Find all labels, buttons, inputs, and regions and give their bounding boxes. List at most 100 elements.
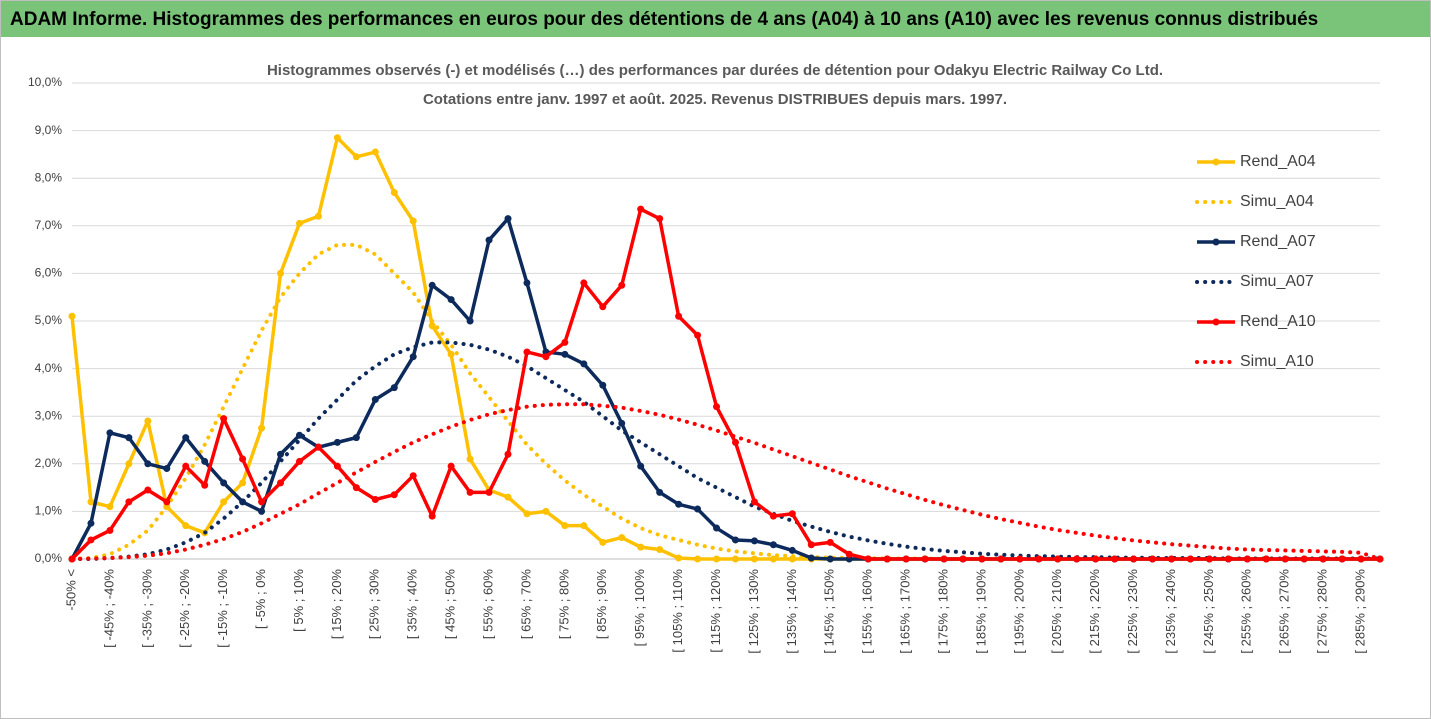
x-tick-label: [ 235% ; 240%: [1163, 569, 1178, 654]
data-point: [333, 462, 341, 470]
x-tick-label: -50% <: [63, 569, 78, 611]
data-point: [788, 510, 796, 518]
data-point: [447, 350, 455, 358]
series-line: [70, 402, 1382, 561]
y-tick-label: 1,0%: [35, 504, 63, 518]
x-tick-label: [ 185% ; 190%: [973, 569, 988, 654]
data-point: [352, 484, 360, 492]
header-bar: [1, 1, 1430, 37]
legend-label: Rend_A07: [1240, 233, 1316, 250]
x-tick-label: [ 205% ; 210%: [1049, 569, 1064, 654]
data-point: [428, 322, 436, 330]
data-point: [1224, 555, 1232, 563]
data-point: [314, 443, 322, 451]
data-point: [694, 555, 702, 563]
x-tick-label: [ 265% ; 270%: [1277, 569, 1292, 654]
data-point: [921, 555, 929, 563]
x-tick-label: [ 175% ; 180%: [935, 569, 950, 654]
data-point: [656, 215, 664, 223]
data-point: [750, 555, 758, 563]
data-point: [978, 555, 986, 563]
data-point: [580, 279, 588, 287]
data-point: [959, 555, 967, 563]
data-point: [826, 555, 834, 563]
data-point: [239, 455, 247, 463]
x-tick-label: [ 215% ; 220%: [1087, 569, 1102, 654]
data-point: [68, 312, 76, 320]
data-point: [618, 534, 626, 542]
x-tick-label: [ 25% ; 30%: [367, 569, 382, 640]
data-point: [618, 281, 626, 289]
x-tick-label: [ 155% ; 160%: [860, 569, 875, 654]
data-point: [902, 555, 910, 563]
data-point: [1130, 555, 1138, 563]
legend-label: Rend_A10: [1240, 313, 1316, 330]
data-point: [561, 338, 569, 346]
data-point: [694, 331, 702, 339]
data-point: [409, 472, 417, 480]
data-point: [731, 536, 739, 544]
y-tick-label: 4,0%: [35, 361, 63, 375]
legend-marker: [1212, 318, 1220, 326]
y-tick-label: 10,0%: [28, 75, 62, 89]
data-point: [125, 434, 133, 442]
x-tick-label: [ 55% ; 60%: [480, 569, 495, 640]
data-point: [1243, 555, 1251, 563]
chart-title: Histogrammes observés (-) et modélisés (…: [267, 62, 1163, 79]
data-point: [750, 537, 758, 545]
data-point: [504, 215, 512, 223]
data-point: [599, 381, 607, 389]
data-point: [182, 522, 190, 530]
data-point: [258, 507, 266, 515]
data-point: [997, 555, 1005, 563]
data-point: [447, 462, 455, 470]
x-tick-label: [ 85% ; 90%: [594, 569, 609, 640]
data-point: [769, 541, 777, 549]
data-point: [258, 498, 266, 506]
data-point: [125, 498, 133, 506]
x-tick-label: [ 245% ; 250%: [1201, 569, 1216, 654]
y-tick-label: 2,0%: [35, 456, 63, 470]
data-point: [713, 555, 721, 563]
data-point: [1262, 555, 1270, 563]
x-tick-label: [ 225% ; 230%: [1125, 569, 1140, 654]
x-tick-label: [ 275% ; 280%: [1315, 569, 1330, 654]
data-point: [940, 555, 948, 563]
data-point: [466, 455, 474, 463]
data-point: [182, 462, 190, 470]
data-point: [656, 545, 664, 553]
x-tick-label: [ 115% ; 120%: [708, 569, 723, 653]
data-point: [523, 279, 531, 287]
data-point: [277, 269, 285, 277]
y-tick-label: 3,0%: [35, 408, 63, 422]
data-point: [239, 479, 247, 487]
data-point: [504, 450, 512, 458]
data-point: [371, 496, 379, 503]
data-point: [277, 450, 285, 458]
data-point: [466, 488, 474, 496]
data-point: [731, 438, 739, 446]
x-tick-label: [ 125% ; 130%: [746, 569, 761, 654]
data-point: [1281, 555, 1289, 563]
x-tick-label: [ 15% ; 20%: [329, 569, 344, 640]
data-point: [618, 419, 626, 427]
x-tick-label: [ -25% ; -20%: [177, 569, 192, 648]
data-point: [713, 403, 721, 411]
x-tick-label: [ -35% ; -30%: [139, 569, 154, 648]
data-point: [258, 424, 266, 432]
data-point: [542, 353, 550, 361]
data-point: [466, 317, 474, 325]
data-point: [390, 491, 398, 499]
data-point: [106, 429, 114, 437]
x-tick-label: [ 105% ; 110%: [670, 569, 685, 653]
data-point: [807, 541, 815, 549]
data-point: [750, 498, 758, 506]
data-point: [675, 554, 683, 562]
legend-marker: [1212, 158, 1220, 166]
y-tick-label: 7,0%: [35, 218, 63, 232]
data-point: [371, 396, 379, 404]
data-point: [599, 303, 607, 311]
y-tick-label: 0,0%: [35, 551, 63, 565]
